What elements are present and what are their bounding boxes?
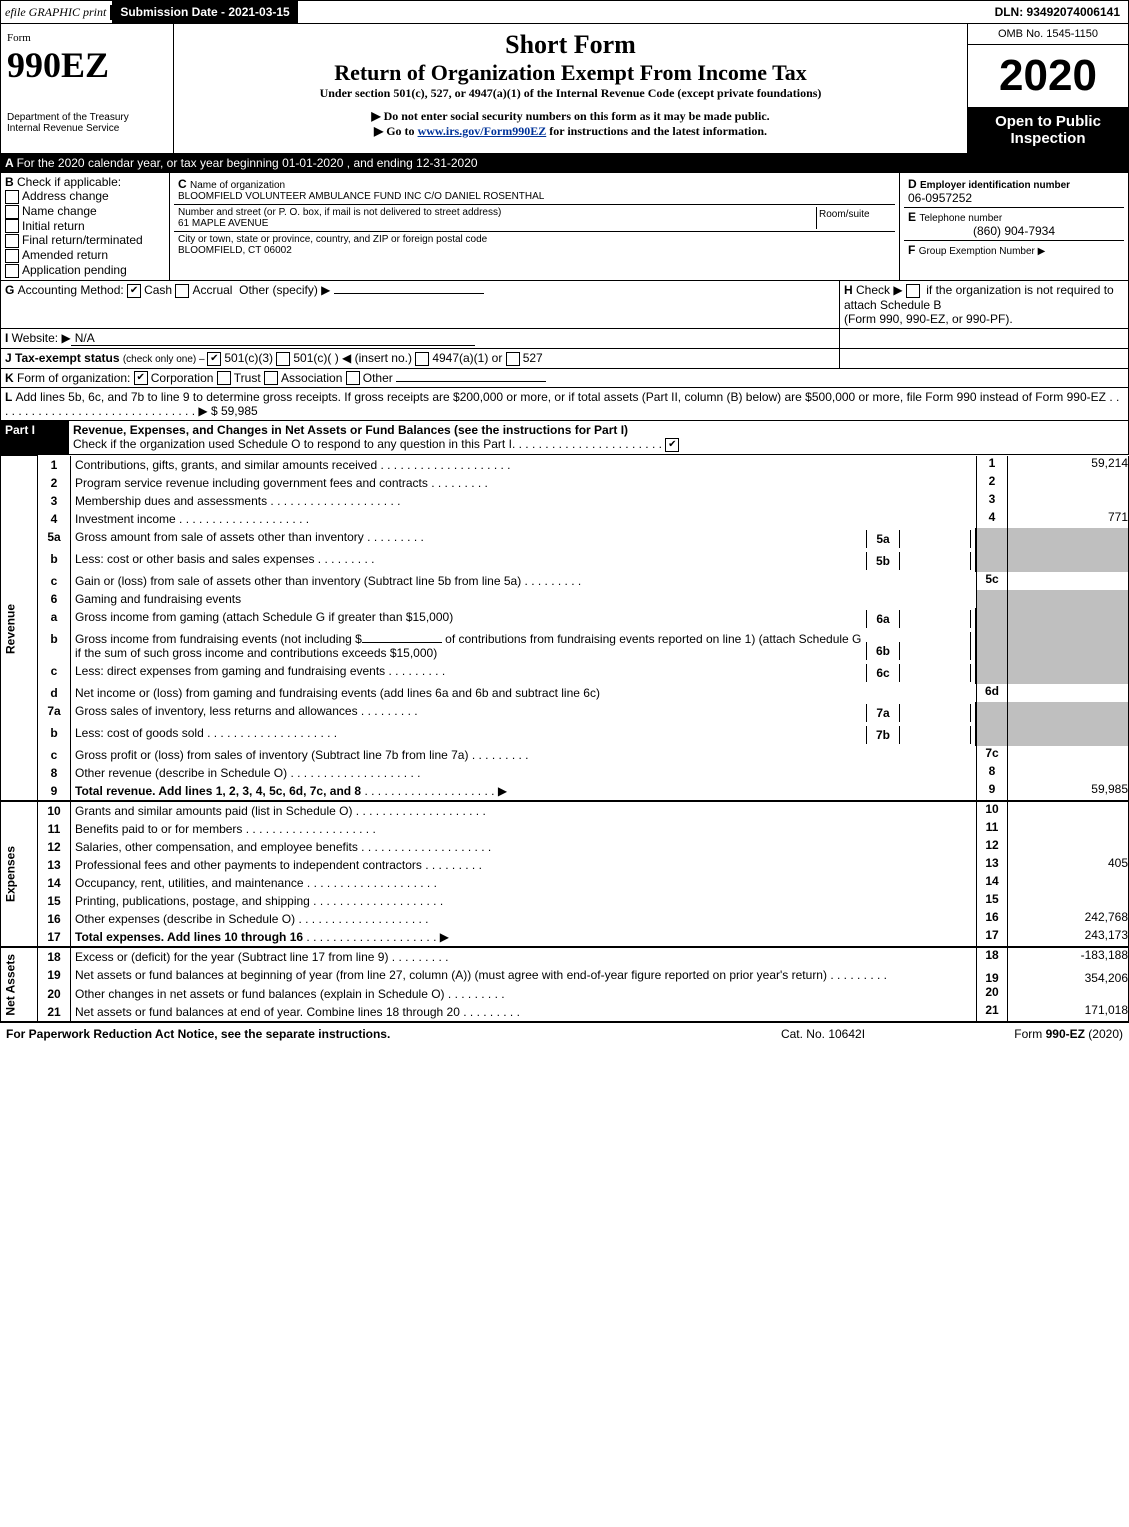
section-k: K Form of organization: Corporation Trus… (0, 369, 1129, 389)
form-label: Form (7, 32, 167, 44)
ssn-warning: Do not enter social security numbers on … (180, 109, 961, 124)
dept: Department of the Treasury (7, 112, 167, 123)
section-a: A For the 2020 calendar year, or tax yea… (0, 154, 1129, 173)
open-to-public: Open to Public Inspection (968, 107, 1128, 153)
main-title: Return of Organization Exempt From Incom… (180, 60, 961, 86)
org-name: BLOOMFIELD VOLUNTEER AMBULANCE FUND INC … (178, 191, 891, 202)
dln: DLN: 93492074006141 (987, 1, 1128, 23)
footer: For Paperwork Reduction Act Notice, see … (0, 1023, 1129, 1045)
cash-check[interactable] (127, 284, 141, 298)
part1-header: Part I Revenue, Expenses, and Changes in… (0, 421, 1129, 455)
section-i: I Website: ▶N/A (0, 329, 1129, 349)
irs: Internal Revenue Service (7, 123, 167, 134)
website: N/A (71, 331, 475, 346)
gross-receipts: $ 59,985 (211, 404, 258, 418)
section-bcdef: B Check if applicable: Address change Na… (0, 173, 1129, 281)
omb: OMB No. 1545-1150 (968, 24, 1128, 45)
section-gh: G Accounting Method: Cash Accrual Other … (0, 281, 1129, 329)
efile-label[interactable]: efile GRAPHIC print (1, 5, 112, 20)
form-header: Form 990EZ Department of the Treasury In… (0, 24, 1129, 154)
short-form: Short Form (180, 30, 961, 60)
line1-val: 59,214 (1008, 456, 1129, 474)
efile-header: efile GRAPHIC print Submission Date - 20… (0, 0, 1129, 24)
revenue-tab: Revenue (1, 456, 38, 801)
ein: 06-0957252 (908, 191, 1120, 205)
subtitle: Under section 501(c), 527, or 4947(a)(1)… (180, 86, 961, 101)
tax-year: 2020 (968, 45, 1128, 107)
expenses-tab: Expenses (1, 801, 38, 947)
goto-line: Go to www.irs.gov/Form990EZ for instruct… (180, 124, 961, 139)
city: BLOOMFIELD, CT 06002 (178, 245, 891, 256)
lines-table: Revenue 1 Contributions, gifts, grants, … (0, 455, 1129, 1023)
netassets-tab: Net Assets (1, 947, 38, 1023)
street: 61 MAPLE AVENUE (178, 218, 816, 229)
submission-date: Submission Date - 2021-03-15 (112, 1, 297, 23)
irs-link[interactable]: www.irs.gov/Form990EZ (418, 124, 547, 138)
section-j: J Tax-exempt status (check only one) – 5… (0, 349, 1129, 369)
phone: (860) 904-7934 (908, 224, 1120, 238)
section-l: L Add lines 5b, 6c, and 7b to line 9 to … (0, 388, 1129, 421)
form-number: 990EZ (7, 44, 167, 86)
